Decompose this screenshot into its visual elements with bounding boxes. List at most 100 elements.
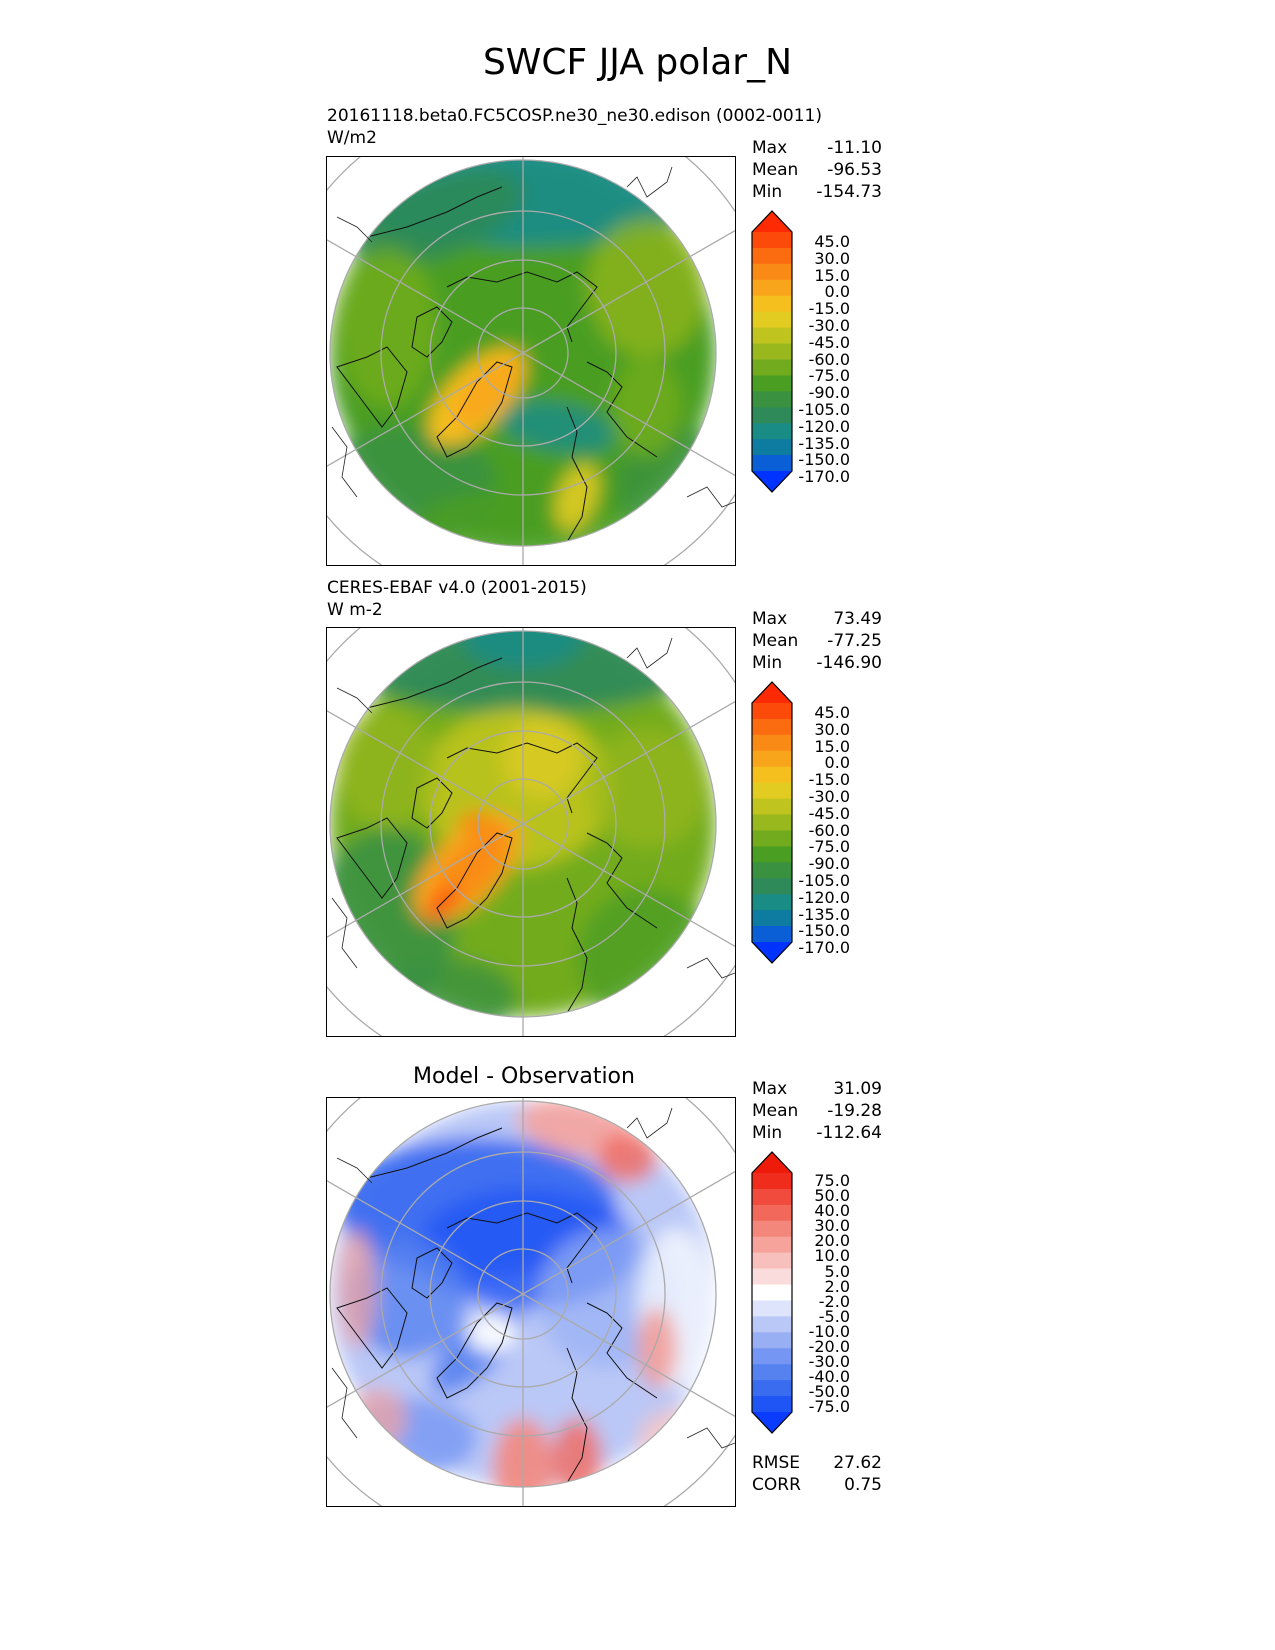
colorbar-segment [752,862,792,879]
colorbar-tick-label: -135.0 [798,904,850,924]
colorbar-extend-min [752,1412,792,1433]
field-patch [587,217,707,357]
colorbar-segment [752,798,792,816]
colorbar-extend-max [752,211,792,232]
field-patch [351,168,523,266]
model-stats: Max -11.10 Mean -96.53 Min -154.73 [752,137,882,203]
colorbar-segment [752,878,792,895]
field-patch [637,1408,716,1468]
colorbar-tick-label: -120.0 [798,887,850,907]
colorbar-tick-label: 15.0 [814,265,850,285]
observation-polar-map [326,627,736,1037]
stat-max-value: 73.49 [833,609,882,629]
colorbar-tick-label: 45.0 [814,703,850,722]
colorbar-tick-label: -75.0 [808,366,850,386]
colorbar-segment [752,423,792,440]
colorbar-segment [752,1268,792,1286]
colorbar-tick-label: 75.0 [814,1171,850,1190]
colorbar-tick-label: 20.0 [814,1231,850,1251]
stat-max-label: Max [752,1079,788,1099]
stat-mean-label: Mean [752,1101,799,1121]
field-patch [457,811,497,835]
obs-units: W m-2 [327,600,383,620]
colorbar-tick-label: -2.0 [818,1291,850,1311]
colorbar-segment [752,1188,792,1206]
outer-coastlines [331,637,735,979]
stat-max-value: 31.09 [833,1079,882,1099]
colorbar-segment [752,782,792,800]
colorbar-segment [752,926,792,943]
obs-colorbar [751,681,793,964]
model-colorbar [751,210,793,493]
colorbar-segment [752,1364,792,1381]
obs-subtitle: CERES-EBAF v4.0 (2001-2015) [327,578,587,598]
colorbar-tick-label: -30.0 [808,1352,850,1372]
colorbar-segment [752,407,792,424]
field-patch [337,1228,377,1348]
diff-colorbar-labels: 75.0 50.0 40.0 30.0 20.0 10.0 5.0 2.0 -2.0 -5.0 -1… [790,1171,850,1417]
colorbar-tick-label: 0.0 [824,753,850,773]
colorbar-tick-label: -60.0 [808,820,850,840]
model-subtitle: 20161118.beta0.FC5COSP.ne30_ne30.edison … [327,106,822,126]
field-patch [637,1308,677,1388]
field-patch [347,1388,407,1448]
colorbar-segment [752,391,792,408]
field-patch [377,958,517,1017]
field-patch [612,357,682,457]
colorbar-tick-label: -170.0 [798,467,850,487]
colorbar-segment [752,830,792,847]
stat-mean-value: -96.53 [827,160,882,180]
colorbar-tick-label: -120.0 [798,416,850,436]
colorbar-segment [752,279,792,297]
colorbar-segment [752,1252,792,1270]
colorbar-segment [752,1284,792,1302]
colorbar-extend-min [752,471,792,492]
colorbar-segment [752,846,792,863]
field-patch [497,400,617,454]
colorbar-segment [752,894,792,911]
figure-title: SWCF JJA polar_N [482,42,793,83]
colorbar-tick-label: -10.0 [808,1321,850,1341]
colorbar-tick-label: 40.0 [814,1201,850,1221]
stat-min-value: -146.90 [816,653,882,673]
outer-coastlines [331,1107,735,1449]
model-colorbar-labels: 45.0 30.0 15.0 0.0 -15.0 -30.0 -45.0 -60.0 -75.0… [790,233,850,487]
colorbar-segment [752,814,792,832]
colorbar-extend-max [752,682,792,703]
colorbar-segment [752,295,792,313]
rmse-value: 27.62 [833,1453,882,1473]
colorbar-segment [752,718,792,736]
colorbar-tick-label: 50.0 [814,1186,850,1206]
colorbar-segment [752,734,792,752]
colorbar-tick-label: -45.0 [808,332,850,352]
colorbar-segment [752,766,792,784]
colorbar-tick-label: -75.0 [808,837,850,857]
colorbar-segment [752,1204,792,1222]
colorbar-segment [752,1380,792,1397]
colorbar-tick-label: 15.0 [814,736,850,756]
model-polar-map [326,156,736,566]
latitude-longitude-grid [327,157,735,565]
colorbar-segment [752,439,792,456]
colorbar-segment [752,703,792,720]
diff-title: Model - Observation [413,1064,635,1089]
colorbar-tick-label: -20.0 [808,1337,850,1357]
diff-stats: Max 31.09 Mean -19.28 Min -112.64 [752,1078,882,1144]
latitude-longitude-grid [327,1098,735,1506]
stat-mean-label: Mean [752,631,799,651]
stat-mean-value: -19.28 [827,1101,882,1121]
stat-min-label: Min [752,653,783,673]
latitude-longitude-grid [327,628,735,1036]
colorbar-segment [752,343,792,361]
colorbar-segment [752,311,792,329]
colorbar-tick-label: -45.0 [808,803,850,823]
colorbar-segment [752,232,792,249]
colorbar-tick-label: -75.0 [808,1397,850,1417]
field-patch [337,247,437,407]
colorbar-tick-label: -105.0 [798,399,850,419]
stat-mean-value: -77.25 [827,631,882,651]
colorbar-tick-label: -60.0 [808,349,850,369]
colorbar-tick-label: -15.0 [808,770,850,790]
colorbar-tick-label: -40.0 [808,1367,850,1387]
diff-colorbar [751,1151,793,1434]
